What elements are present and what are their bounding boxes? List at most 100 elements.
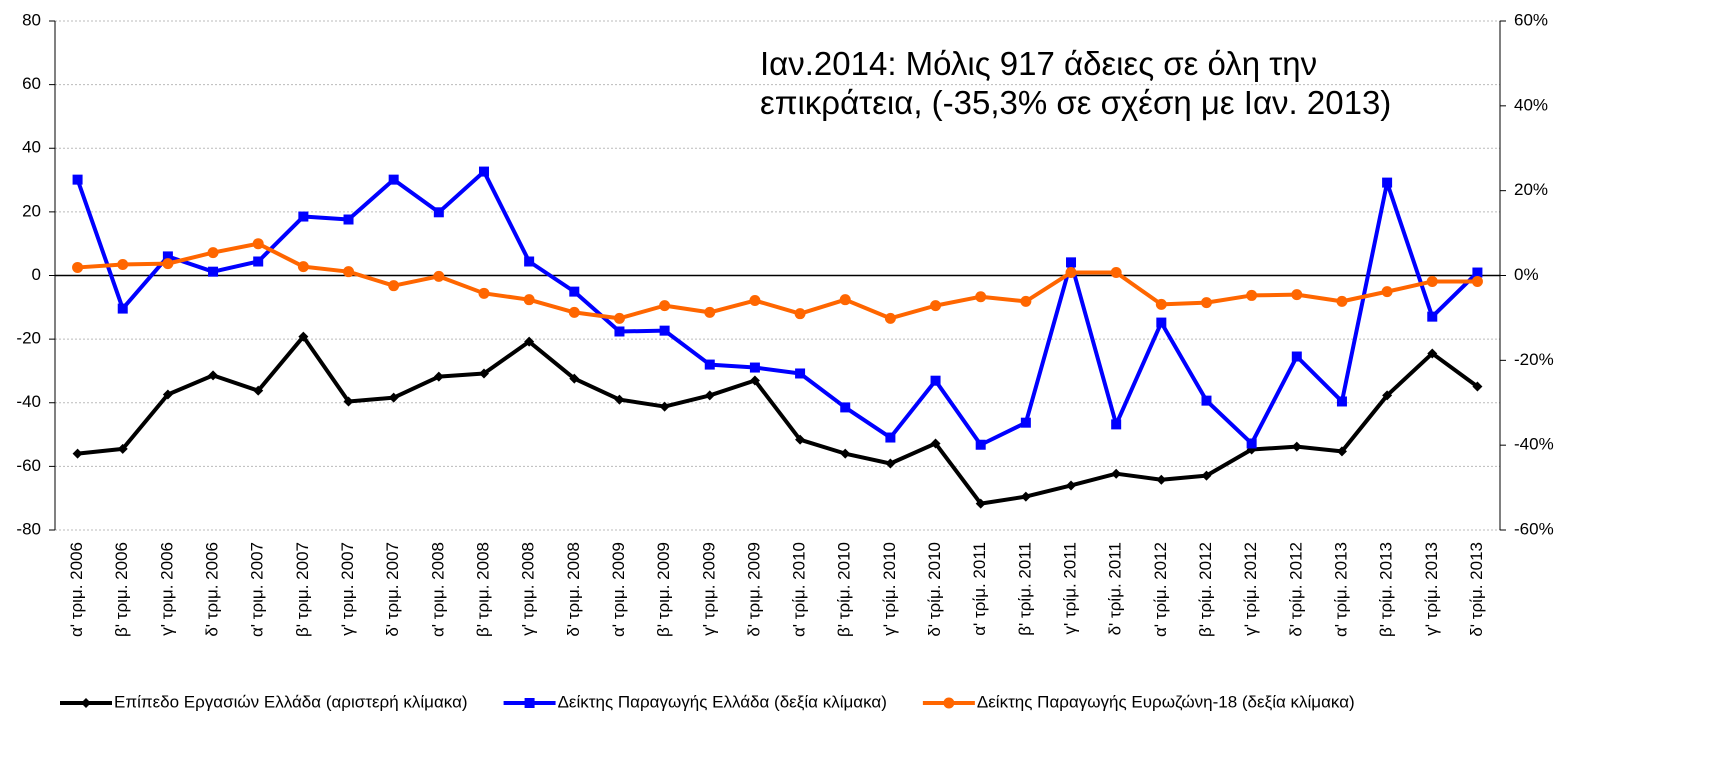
point: [1336, 446, 1347, 457]
point: [794, 308, 806, 320]
legend: Επίπεδο Εργασιών Ελλάδα (αριστερή κλίμακ…: [60, 692, 1355, 711]
x-tick-label: β' τρίμ. 2012: [1196, 542, 1215, 637]
point: [343, 396, 354, 407]
series-line: [77, 334, 1479, 506]
point: [117, 303, 128, 314]
point: [1472, 381, 1483, 392]
point: [1291, 441, 1302, 452]
point: [1291, 351, 1302, 362]
x-tick-label: γ' τρίμ. 2013: [1422, 542, 1441, 636]
point: [253, 385, 264, 396]
x-tick-label: δ' τριμ. 2007: [383, 542, 402, 637]
point: [749, 375, 760, 386]
point: [930, 300, 942, 312]
point: [659, 300, 671, 312]
point: [930, 375, 941, 386]
y2-tick-label: -20%: [1514, 350, 1554, 369]
point: [253, 256, 264, 267]
point: [839, 294, 851, 306]
y2-tick-label: -60%: [1514, 519, 1554, 538]
point: [1020, 295, 1032, 307]
point: [568, 306, 580, 318]
x-tick-label: γ' τριμ. 2006: [157, 542, 176, 636]
x-tick-label: γ' τρίμ. 2011: [1061, 542, 1080, 634]
point: [343, 266, 355, 278]
point: [975, 498, 986, 509]
point: [297, 261, 309, 273]
point: [1066, 257, 1077, 268]
annotation: επικράτεια, (-35,3% σε σχέση με Ιαν. 201…: [760, 84, 1391, 121]
annotation: Ιαν.2014: Μόλις 917 άδειες σε όλη την: [760, 45, 1317, 82]
point: [388, 392, 399, 403]
x-tick-label: β' τριμ. 2007: [293, 542, 312, 637]
x-tick-label: γ' τριμ. 2007: [338, 542, 357, 636]
point: [72, 174, 83, 185]
point: [1156, 474, 1167, 485]
point: [1111, 468, 1122, 479]
x-tick-label: γ' τρίμ. 2010: [880, 542, 899, 636]
point: [885, 432, 896, 443]
point: [1201, 470, 1212, 481]
x-tick-label: δ' τριμ. 2009: [744, 542, 763, 637]
point: [388, 174, 399, 185]
x-tick-label: α' τριμ. 2006: [67, 542, 86, 637]
point: [207, 247, 219, 259]
point: [1200, 297, 1212, 309]
series-line: [75, 169, 1479, 447]
point: [884, 312, 896, 324]
x-tick-label: β' τριμ. 2009: [654, 542, 673, 637]
point: [1065, 267, 1077, 279]
point: [614, 326, 625, 337]
point: [343, 214, 354, 225]
point: [1246, 438, 1257, 449]
point: [885, 458, 896, 469]
point: [162, 258, 174, 270]
legend-marker: [943, 697, 955, 709]
point: [433, 371, 444, 382]
point: [524, 256, 535, 267]
y-tick-label: 0: [32, 265, 41, 284]
point: [1336, 396, 1347, 407]
point: [298, 331, 309, 342]
point: [72, 448, 83, 459]
point: [1156, 317, 1167, 328]
point: [1020, 491, 1031, 502]
point: [795, 368, 806, 379]
x-tick-label: α' τρίμ. 2010: [790, 542, 809, 637]
point: [704, 359, 715, 370]
point: [749, 362, 760, 373]
point: [975, 291, 987, 303]
point: [1427, 348, 1438, 359]
point: [433, 207, 444, 218]
x-tick-label: α' τρίμ. 2011: [970, 542, 989, 636]
point: [523, 294, 535, 306]
point: [840, 402, 851, 413]
legend-label: Επίπεδο Εργασιών Ελλάδα (αριστερή κλίμακ…: [114, 692, 468, 711]
x-tick-label: γ' τρίμ. 2012: [1241, 542, 1260, 636]
y2-tick-label: 40%: [1514, 95, 1548, 114]
point: [840, 448, 851, 459]
point: [930, 438, 941, 449]
point: [433, 270, 445, 282]
point: [613, 312, 625, 324]
x-tick-label: β' τριμ. 2008: [473, 542, 492, 637]
point: [208, 370, 219, 381]
point: [1020, 417, 1031, 428]
x-tick-label: β' τρίμ. 2011: [1015, 542, 1034, 636]
x-tick-label: β' τριμ. 2006: [112, 542, 131, 637]
x-tick-label: α' τριμ. 2009: [609, 542, 628, 637]
point: [704, 390, 715, 401]
point: [117, 258, 129, 270]
point: [1066, 480, 1077, 491]
point: [659, 325, 670, 336]
point: [1201, 395, 1212, 406]
point: [1336, 295, 1348, 307]
x-tick-label: α' τρίμ. 2013: [1331, 542, 1350, 637]
y-tick-label: -40: [16, 392, 41, 411]
point: [1426, 275, 1438, 287]
point: [478, 166, 489, 177]
point: [1110, 267, 1122, 279]
y-tick-label: -60: [16, 456, 41, 475]
point: [252, 238, 264, 250]
